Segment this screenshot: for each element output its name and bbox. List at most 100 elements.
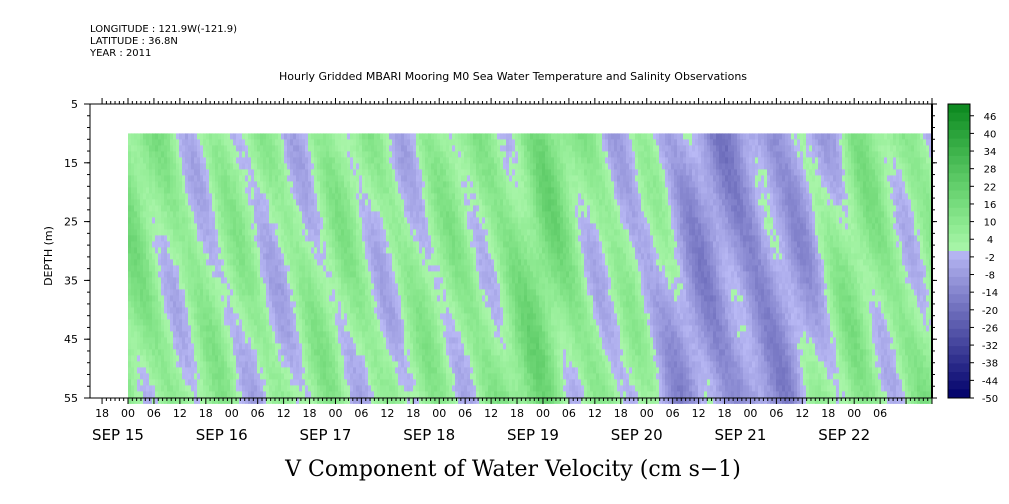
heatmap-cell [149, 169, 153, 176]
heatmap-cell [332, 253, 336, 260]
heatmap-cell [251, 367, 255, 374]
heatmap-cell [287, 247, 291, 254]
heatmap-cell [455, 157, 459, 164]
heatmap-cell [446, 199, 450, 206]
heatmap-cell [455, 193, 459, 200]
heatmap-cell [341, 157, 345, 164]
heatmap-cell [341, 343, 345, 350]
heatmap-cell [230, 247, 234, 254]
heatmap-cell [329, 133, 333, 140]
heatmap-cell [338, 367, 342, 374]
heatmap-cell [266, 385, 270, 392]
heatmap-cell [155, 217, 159, 224]
heatmap-cell [347, 331, 351, 338]
heatmap-cell [317, 301, 321, 308]
heatmap-cell [236, 355, 240, 362]
heatmap-cell [392, 169, 396, 176]
heatmap-cell [455, 211, 459, 218]
heatmap-cell [248, 139, 252, 146]
heatmap-cell [254, 193, 258, 200]
heatmap-cell [185, 241, 189, 248]
heatmap-cell [278, 301, 282, 308]
heatmap-cell [386, 331, 390, 338]
heatmap-cell [164, 331, 168, 338]
heatmap-cell [341, 307, 345, 314]
heatmap-cell [413, 349, 417, 356]
heatmap-cell [359, 157, 363, 164]
heatmap-cell [326, 343, 330, 350]
heatmap-cell [245, 283, 249, 290]
heatmap-cell [308, 157, 312, 164]
heatmap-cell [260, 145, 264, 152]
heatmap-cell [284, 367, 288, 374]
heatmap-cell [416, 325, 420, 332]
heatmap-cells [128, 133, 933, 404]
heatmap-cell [239, 199, 243, 206]
heatmap-cell [164, 289, 168, 296]
heatmap-cell [362, 397, 366, 404]
heatmap-cell [368, 319, 372, 326]
heatmap-cell [356, 259, 360, 266]
heatmap-cell [236, 325, 240, 332]
heatmap-cell [203, 373, 207, 380]
heatmap-cell [410, 265, 414, 272]
heatmap-cell [227, 253, 231, 260]
heatmap-cell [368, 283, 372, 290]
heatmap-cell [203, 283, 207, 290]
heatmap-cell [188, 271, 192, 278]
heatmap-cell [293, 139, 297, 146]
heatmap-cell [401, 361, 405, 368]
heatmap-cell [161, 325, 165, 332]
heatmap-cell [311, 361, 315, 368]
heatmap-cell [401, 289, 405, 296]
heatmap-cell [341, 391, 345, 398]
heatmap-cell [248, 349, 252, 356]
heatmap-cell [356, 187, 360, 194]
heatmap-cell [284, 235, 288, 242]
heatmap-cell [134, 319, 138, 326]
heatmap-cell [338, 175, 342, 182]
heatmap-cell [377, 241, 381, 248]
heatmap-cell [377, 199, 381, 206]
heatmap-cell [404, 145, 408, 152]
heatmap-cell [395, 265, 399, 272]
heatmap-cell [143, 367, 147, 374]
heatmap-cell [185, 247, 189, 254]
heatmap-cell [218, 193, 222, 200]
heatmap-cell [143, 379, 147, 386]
heatmap-cell [314, 337, 318, 344]
heatmap-cell [299, 181, 303, 188]
heatmap-cell [236, 301, 240, 308]
heatmap-cell [368, 187, 372, 194]
heatmap-cell [404, 187, 408, 194]
heatmap-cell [281, 373, 285, 380]
heatmap-cell [161, 151, 165, 158]
heatmap-cell [278, 361, 282, 368]
heatmap-cell [146, 235, 150, 242]
heatmap-cell [248, 157, 252, 164]
heatmap-cell [155, 349, 159, 356]
heatmap-cell [182, 271, 186, 278]
heatmap-cell [425, 247, 429, 254]
heatmap-cell [401, 385, 405, 392]
heatmap-cell [161, 205, 165, 212]
heatmap-cell [446, 385, 450, 392]
heatmap-cell [335, 331, 339, 338]
heatmap-cell [155, 241, 159, 248]
heatmap-cell [278, 253, 282, 260]
heatmap-cell [317, 223, 321, 230]
heatmap-cell [284, 385, 288, 392]
heatmap-cell [206, 187, 210, 194]
heatmap-cell [344, 139, 348, 146]
heatmap-cell [149, 313, 153, 320]
heatmap-cell [221, 259, 225, 266]
heatmap-cell [413, 205, 417, 212]
heatmap-cell [449, 181, 453, 188]
heatmap-cell [221, 199, 225, 206]
heatmap-cell [299, 301, 303, 308]
heatmap-cell [440, 337, 444, 344]
heatmap-cell [449, 319, 453, 326]
heatmap-cell [410, 187, 414, 194]
heatmap-cell [362, 343, 366, 350]
